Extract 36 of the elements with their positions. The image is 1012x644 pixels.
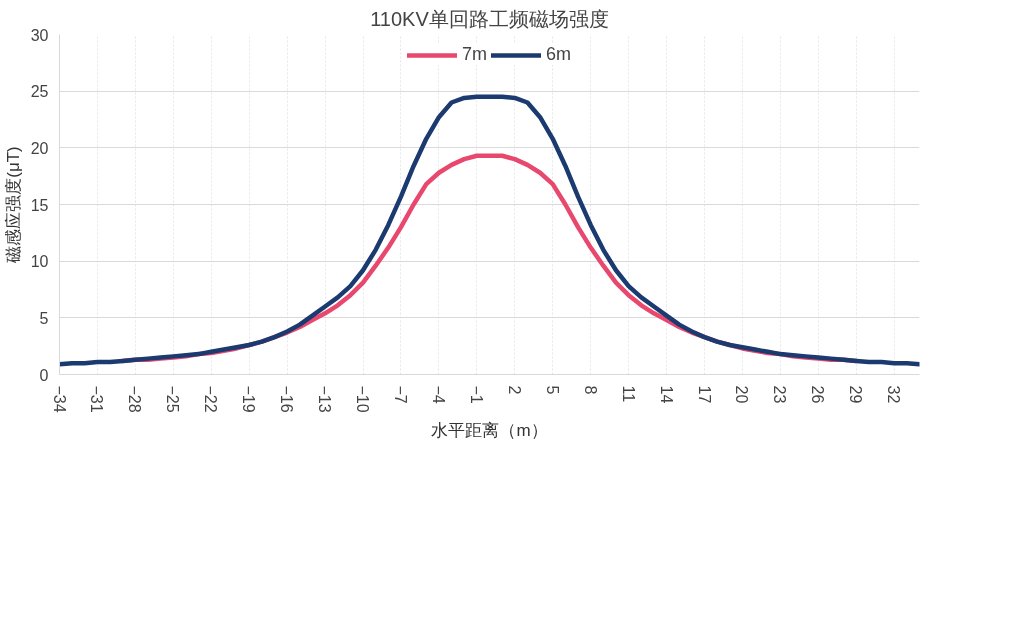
x-tick-label: 2 [505, 385, 523, 395]
legend-label: 7m [461, 44, 487, 65]
x-tick-label: 23 [771, 385, 789, 404]
y-tick-label: 25 [30, 83, 49, 101]
x-tick-label: −16 [278, 385, 296, 413]
y-tick-label: 10 [30, 253, 49, 271]
x-tick-label: −7 [391, 385, 409, 404]
x-axis-title: 水平距离（m） [431, 420, 548, 440]
y-tick-label: 30 [30, 26, 49, 44]
x-tick-label: −19 [240, 385, 258, 413]
legend-label: 6m [546, 44, 572, 65]
line-series [59, 94, 920, 367]
x-tick-label: −28 [126, 385, 144, 413]
x-tick-label: −25 [164, 385, 182, 413]
y-axis-title: 磁感应强度(μT) [3, 146, 23, 264]
x-tick-label: 20 [733, 385, 751, 404]
x-tick-label: 8 [581, 385, 599, 395]
x-tick-label: 14 [657, 385, 675, 404]
y-tick-label: 0 [39, 366, 49, 384]
x-tick-label: 29 [847, 385, 865, 404]
x-tick-label: −22 [202, 385, 220, 413]
x-tick-label: −10 [354, 385, 372, 413]
x-tick-label: 5 [543, 385, 561, 395]
x-tick-label: −4 [429, 385, 447, 404]
y-tick-label: 20 [30, 139, 49, 157]
x-tick-label: 26 [809, 385, 827, 404]
x-tick-label: −13 [316, 385, 334, 413]
x-tick-label: −1 [467, 385, 485, 404]
x-tick-label: 17 [695, 385, 713, 404]
x-tick-label: −34 [50, 385, 68, 413]
y-tick-label: 15 [30, 196, 49, 214]
x-tick-label: −31 [88, 385, 106, 413]
y-tick-label: 5 [39, 309, 49, 327]
x-tick-label: 11 [619, 385, 637, 403]
chart-title: 110KV单回路工频磁场强度 [370, 7, 609, 30]
x-tick-label: 32 [885, 385, 903, 404]
